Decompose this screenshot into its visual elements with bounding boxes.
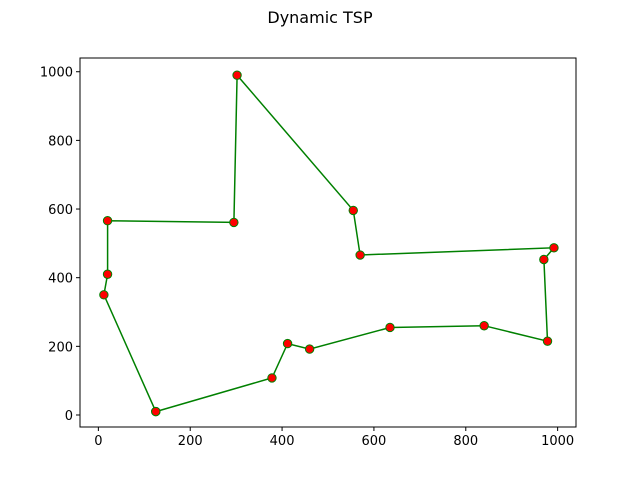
city-point: [539, 254, 549, 265]
city-point: [549, 243, 559, 253]
city-point: [282, 338, 293, 349]
x-tick-label: 600: [362, 434, 387, 449]
city-point: [479, 321, 489, 331]
chart-title: Dynamic TSP: [267, 8, 373, 27]
city-point: [542, 336, 553, 346]
y-axis: 0 200 400 600 800 1000: [40, 66, 80, 424]
city-point: [232, 70, 242, 80]
axes-frame: [79, 57, 577, 428]
y-tick-label: 400: [48, 272, 73, 287]
city-point: [102, 216, 113, 226]
city-point: [151, 406, 161, 417]
x-tick-label: 1000: [541, 434, 574, 449]
x-tick-label: 400: [270, 434, 295, 449]
x-tick-label: 0: [94, 434, 102, 449]
city-point: [355, 250, 365, 260]
y-tick-label: 600: [48, 203, 73, 218]
city-point: [102, 269, 113, 279]
y-tick-label: 0: [65, 409, 73, 424]
city-point: [385, 322, 395, 333]
city-point: [304, 344, 315, 354]
y-tick-label: 1000: [40, 66, 73, 81]
x-tick-label: 200: [178, 434, 203, 449]
tour-line: [103, 73, 556, 413]
y-tick-label: 200: [48, 340, 73, 355]
city-point: [229, 217, 239, 228]
plot-area: [99, 70, 559, 417]
x-tick-label: 800: [453, 434, 478, 449]
x-axis: 0 200 400 600 800 1000: [94, 427, 574, 449]
city-point: [267, 373, 277, 383]
y-tick-label: 800: [48, 134, 73, 149]
city-point: [99, 290, 109, 300]
city-point: [348, 205, 358, 216]
